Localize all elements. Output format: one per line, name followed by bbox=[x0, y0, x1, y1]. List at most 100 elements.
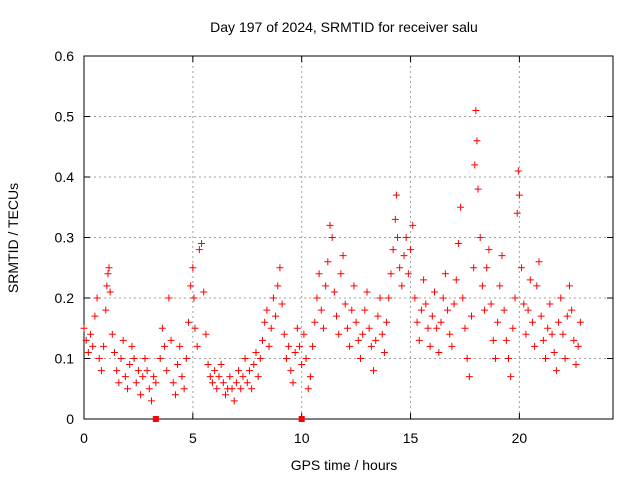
data-point bbox=[472, 106, 480, 114]
data-point bbox=[226, 373, 234, 381]
data-point bbox=[489, 336, 497, 344]
data-point bbox=[535, 258, 543, 266]
data-point bbox=[400, 252, 408, 260]
y-tick-label: 0.5 bbox=[55, 109, 75, 125]
data-point bbox=[452, 276, 460, 284]
data-point bbox=[126, 361, 134, 369]
data-point bbox=[352, 318, 360, 326]
y-tick-label: 0.1 bbox=[55, 351, 75, 367]
data-point bbox=[152, 379, 160, 387]
data-point bbox=[202, 330, 210, 338]
data-point bbox=[106, 288, 114, 296]
data-point bbox=[402, 234, 410, 241]
data-point bbox=[150, 373, 158, 381]
x-tick-label: 15 bbox=[403, 430, 419, 446]
data-point bbox=[478, 282, 486, 290]
data-point bbox=[531, 342, 539, 350]
y-axis-label: SRMTID / TECUs bbox=[5, 183, 21, 293]
data-point bbox=[398, 282, 406, 290]
data-point bbox=[113, 367, 121, 375]
data-point bbox=[267, 324, 275, 332]
x-axis-label: GPS time / hours bbox=[291, 457, 398, 473]
data-point bbox=[291, 348, 299, 356]
data-point bbox=[119, 336, 127, 344]
data-point bbox=[417, 306, 425, 314]
chart-title: Day 197 of 2024, SRMTID for receiver sal… bbox=[210, 19, 478, 35]
data-point bbox=[278, 300, 286, 308]
data-point bbox=[317, 306, 325, 314]
data-point bbox=[420, 276, 428, 284]
data-point bbox=[467, 312, 475, 320]
data-point bbox=[391, 215, 399, 223]
data-point bbox=[522, 330, 530, 338]
data-point bbox=[298, 361, 306, 369]
data-point bbox=[448, 342, 456, 350]
data-point bbox=[309, 342, 317, 350]
data-point bbox=[520, 300, 528, 308]
data-point bbox=[110, 348, 118, 356]
data-point bbox=[346, 342, 354, 350]
data-point bbox=[441, 270, 449, 278]
data-point bbox=[82, 336, 90, 344]
plot-frame bbox=[83, 55, 614, 420]
data-point bbox=[341, 300, 349, 308]
data-point bbox=[474, 185, 482, 193]
x-tick-label: 20 bbox=[512, 430, 528, 446]
data-point bbox=[326, 221, 334, 229]
data-point bbox=[163, 367, 171, 375]
data-point bbox=[165, 294, 173, 302]
data-point bbox=[459, 294, 467, 302]
data-point bbox=[211, 367, 219, 375]
data-point bbox=[272, 312, 280, 320]
x-tick-label: 5 bbox=[189, 430, 197, 446]
data-point bbox=[387, 270, 395, 278]
data-point bbox=[550, 348, 558, 356]
data-point bbox=[128, 342, 136, 350]
data-point bbox=[496, 282, 504, 290]
zero-marker bbox=[152, 416, 159, 422]
data-point bbox=[565, 282, 573, 290]
y-tick-label: 0 bbox=[66, 411, 74, 427]
data-point bbox=[256, 355, 264, 362]
data-point bbox=[245, 367, 253, 375]
data-point bbox=[463, 355, 471, 362]
y-tick-label: 0.6 bbox=[55, 48, 75, 64]
data-point bbox=[306, 373, 314, 381]
data-point bbox=[555, 318, 563, 326]
data-point bbox=[363, 288, 371, 296]
data-point bbox=[141, 355, 149, 362]
data-point bbox=[471, 161, 479, 169]
data-point bbox=[576, 318, 584, 326]
data-point bbox=[104, 270, 112, 278]
data-point bbox=[182, 355, 190, 362]
data-point bbox=[435, 348, 443, 356]
data-point bbox=[533, 282, 541, 290]
data-point bbox=[180, 385, 188, 393]
data-point bbox=[396, 264, 404, 272]
data-point bbox=[481, 306, 489, 314]
data-point bbox=[457, 203, 465, 211]
data-point bbox=[198, 240, 206, 248]
data-point bbox=[389, 246, 397, 254]
data-point bbox=[392, 191, 400, 199]
data-point bbox=[174, 361, 182, 369]
data-point bbox=[483, 264, 491, 272]
data-point bbox=[337, 270, 345, 278]
data-point bbox=[383, 318, 391, 326]
data-point bbox=[491, 355, 499, 362]
data-point bbox=[322, 282, 330, 290]
data-point bbox=[187, 282, 195, 290]
data-point bbox=[365, 324, 373, 332]
data-point bbox=[230, 397, 238, 405]
data-point bbox=[265, 342, 273, 350]
data-point bbox=[115, 379, 123, 387]
data-point bbox=[280, 330, 288, 338]
data-point bbox=[169, 379, 177, 387]
data-point bbox=[380, 348, 388, 356]
data-point bbox=[437, 318, 445, 326]
data-point bbox=[319, 324, 327, 332]
data-point bbox=[470, 264, 478, 272]
data-point bbox=[302, 355, 310, 362]
data-point bbox=[145, 385, 153, 393]
